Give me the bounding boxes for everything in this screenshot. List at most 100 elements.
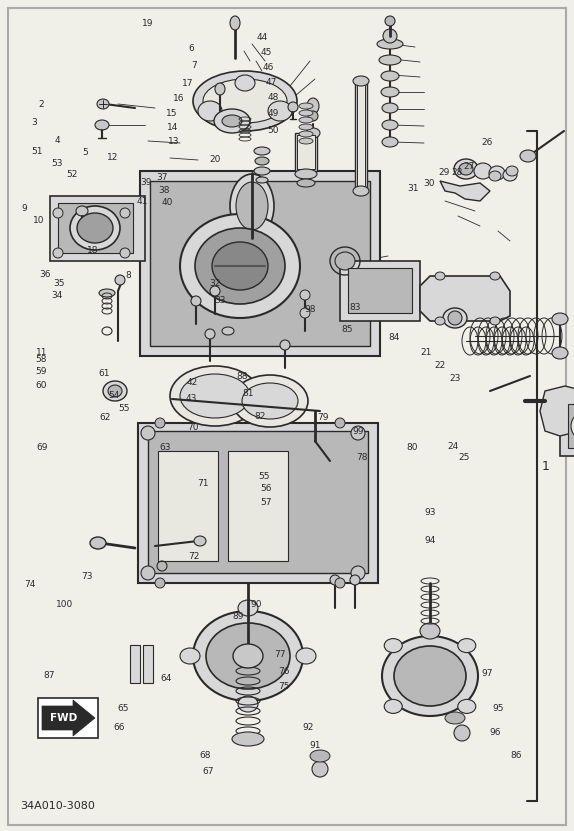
Text: 11: 11 <box>36 348 47 356</box>
Ellipse shape <box>115 275 125 285</box>
Ellipse shape <box>351 566 365 580</box>
Text: 9: 9 <box>21 204 27 213</box>
Ellipse shape <box>230 16 240 30</box>
Text: FWD: FWD <box>51 713 77 723</box>
Bar <box>158 451 218 561</box>
Text: 27: 27 <box>464 162 475 170</box>
Text: 31: 31 <box>408 184 419 193</box>
Text: 22: 22 <box>435 361 446 370</box>
Text: 6: 6 <box>189 44 195 52</box>
Text: 69: 69 <box>36 444 48 452</box>
Ellipse shape <box>141 426 155 440</box>
Ellipse shape <box>420 623 440 639</box>
Text: 90: 90 <box>251 601 262 609</box>
Text: 30: 30 <box>424 179 435 188</box>
Ellipse shape <box>385 16 395 26</box>
Text: 78: 78 <box>356 454 368 462</box>
Text: 71: 71 <box>197 479 208 488</box>
Ellipse shape <box>384 700 402 713</box>
Text: 61: 61 <box>98 369 110 377</box>
Ellipse shape <box>203 79 287 123</box>
Ellipse shape <box>235 75 255 91</box>
Ellipse shape <box>255 157 269 165</box>
Text: 12: 12 <box>107 154 118 162</box>
Bar <box>143 645 153 683</box>
Text: 1: 1 <box>542 460 550 473</box>
Ellipse shape <box>335 578 345 588</box>
Ellipse shape <box>95 120 109 130</box>
Text: 51: 51 <box>32 147 43 155</box>
Text: 55: 55 <box>258 472 270 480</box>
Text: 89: 89 <box>232 612 244 621</box>
Text: 59: 59 <box>35 367 46 376</box>
Text: 32: 32 <box>209 279 220 288</box>
Text: 75: 75 <box>278 682 290 691</box>
Text: 7: 7 <box>192 61 197 70</box>
Ellipse shape <box>180 648 200 664</box>
Bar <box>297 135 315 169</box>
Ellipse shape <box>571 412 574 440</box>
Ellipse shape <box>288 102 298 112</box>
Bar <box>150 181 370 346</box>
Text: 8: 8 <box>125 272 131 280</box>
Ellipse shape <box>155 418 165 428</box>
Ellipse shape <box>312 761 328 777</box>
Text: 15: 15 <box>166 110 177 118</box>
Ellipse shape <box>222 327 234 335</box>
Text: 60: 60 <box>35 381 46 390</box>
Text: 63: 63 <box>160 443 171 451</box>
Ellipse shape <box>381 71 399 81</box>
Text: 77: 77 <box>274 651 285 659</box>
Ellipse shape <box>307 98 319 114</box>
Text: 17: 17 <box>182 80 193 88</box>
Ellipse shape <box>384 638 402 652</box>
Ellipse shape <box>193 611 303 701</box>
Text: 74: 74 <box>24 580 36 588</box>
Bar <box>140 171 380 356</box>
Text: 40: 40 <box>161 199 173 207</box>
Text: 38: 38 <box>158 186 170 194</box>
Bar <box>355 81 367 191</box>
Ellipse shape <box>268 101 292 121</box>
Ellipse shape <box>353 186 369 196</box>
Text: 19: 19 <box>142 19 154 27</box>
Ellipse shape <box>180 214 300 318</box>
Text: 5: 5 <box>82 148 88 156</box>
Ellipse shape <box>503 169 517 181</box>
Text: 49: 49 <box>267 110 279 118</box>
Ellipse shape <box>382 636 478 716</box>
Ellipse shape <box>254 167 270 175</box>
Ellipse shape <box>90 537 106 549</box>
Ellipse shape <box>379 55 401 65</box>
Ellipse shape <box>458 638 476 652</box>
Text: 39: 39 <box>141 179 152 187</box>
Text: 52: 52 <box>67 170 78 179</box>
Ellipse shape <box>394 646 466 706</box>
Polygon shape <box>420 276 510 321</box>
Ellipse shape <box>335 252 355 270</box>
Ellipse shape <box>299 131 313 137</box>
Text: 70: 70 <box>188 424 199 432</box>
Text: 28: 28 <box>452 168 463 176</box>
Ellipse shape <box>141 566 155 580</box>
Ellipse shape <box>214 109 250 133</box>
Ellipse shape <box>382 137 398 147</box>
Ellipse shape <box>99 289 115 297</box>
Text: 62: 62 <box>99 414 111 422</box>
Ellipse shape <box>330 575 340 585</box>
Ellipse shape <box>297 179 315 187</box>
Ellipse shape <box>53 248 63 258</box>
Bar <box>568 404 574 448</box>
Text: 83: 83 <box>350 303 361 312</box>
Text: 67: 67 <box>202 768 214 776</box>
Ellipse shape <box>489 166 505 180</box>
Text: 21: 21 <box>420 348 432 356</box>
Ellipse shape <box>308 111 318 121</box>
Text: 55: 55 <box>118 404 130 412</box>
Text: 16: 16 <box>173 95 184 103</box>
Ellipse shape <box>520 150 536 162</box>
Bar <box>138 423 378 583</box>
Text: 88: 88 <box>236 372 248 381</box>
Text: 79: 79 <box>317 414 328 422</box>
Text: 41: 41 <box>137 198 148 206</box>
